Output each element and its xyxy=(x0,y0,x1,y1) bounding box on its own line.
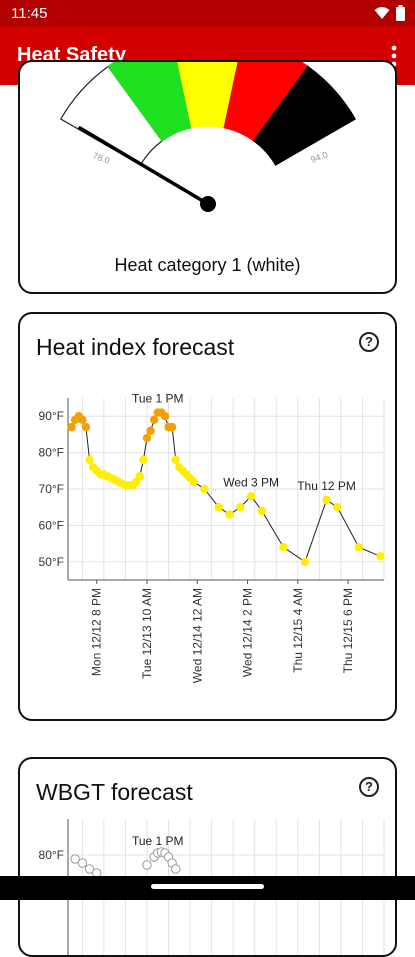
gauge-segment-green xyxy=(107,62,193,142)
point-annotation: Tue 1 PM xyxy=(132,834,184,848)
gauge-segment-yellow xyxy=(177,62,239,129)
point-annotation: Thu 12 PM xyxy=(297,479,356,493)
data-point xyxy=(139,455,148,465)
gauge-hub xyxy=(200,196,216,212)
status-icons xyxy=(374,5,405,21)
data-point xyxy=(78,415,87,425)
data-point xyxy=(171,864,181,874)
data-point xyxy=(160,412,170,421)
y-tick-label: 50°F xyxy=(39,555,64,569)
data-point xyxy=(376,552,385,561)
gauge-needle xyxy=(78,126,210,206)
data-point xyxy=(200,484,209,494)
heat-category-label: Heat category 1 (white) xyxy=(114,255,301,275)
data-point xyxy=(167,422,177,432)
x-tick-label: Thu 12/15 6 PM xyxy=(341,588,355,673)
data-point xyxy=(354,543,364,552)
data-point xyxy=(85,455,94,465)
x-tick-label: Wed 12/14 12 AM xyxy=(190,588,204,683)
wbgt-title: WBGT forecast xyxy=(36,779,193,805)
point-annotation: Tue 1 PM xyxy=(132,392,184,406)
status-time: 11:45 xyxy=(11,5,48,22)
heat-index-card: Heat index forecast ? 90°F 80°F 70°F 60°F 50… xyxy=(18,312,397,721)
data-point xyxy=(84,864,95,874)
data-point xyxy=(189,477,198,486)
heat-gauge: 78.0 94.0 xyxy=(59,62,357,212)
y-tick-label: 70°F xyxy=(39,482,64,496)
help-circle-icon[interactable]: ? xyxy=(359,332,379,352)
y-tick-label: 90°F xyxy=(39,409,64,423)
wbgt-card: WBGT forecast ? 80°F Tue 1 PM xyxy=(18,757,397,957)
gauge-min-label: 78.0 xyxy=(91,150,111,165)
data-point xyxy=(214,503,224,512)
y-tick-label: 80°F xyxy=(39,446,64,460)
data-point xyxy=(257,506,267,516)
wifi-icon xyxy=(374,7,390,19)
data-point xyxy=(236,503,245,512)
data-point xyxy=(77,858,88,868)
x-tick-label: Wed 12/14 2 PM xyxy=(241,588,255,677)
data-point xyxy=(279,543,288,552)
data-point xyxy=(70,854,80,864)
data-point xyxy=(146,426,155,435)
heat-index-title: Heat index forecast xyxy=(36,334,235,360)
y-tick-label: 60°F xyxy=(39,518,64,532)
y-tick-label: 80°F xyxy=(39,848,64,862)
x-tick-label: Tue 12/13 10 AM xyxy=(140,588,154,679)
data-point xyxy=(135,472,145,481)
home-gesture-handle[interactable] xyxy=(151,884,264,889)
help-circle-icon[interactable]: ? xyxy=(359,777,379,797)
gauge-segment-black xyxy=(253,65,357,166)
data-point xyxy=(300,557,310,566)
gauge-max-label: 94.0 xyxy=(309,149,329,164)
data-point xyxy=(171,455,180,465)
status-bar: 11:45 xyxy=(0,0,415,27)
x-tick-label: Mon 12/12 8 PM xyxy=(90,588,104,676)
data-point xyxy=(142,433,152,443)
heat-index-chart: 90°F 80°F 70°F 60°F 50°F Mon 12/12 8 PM Tue 12… xyxy=(39,392,385,683)
data-point xyxy=(333,503,342,512)
heat-category-card: 78.0 94.0 Heat category 1 (white) xyxy=(18,60,397,294)
data-point xyxy=(81,422,91,432)
point-annotation: Wed 3 PM xyxy=(223,475,279,489)
data-point xyxy=(67,422,76,432)
gauge-segments xyxy=(59,62,357,166)
x-tick-label: Thu 12/15 4 AM xyxy=(291,588,305,673)
data-point xyxy=(149,415,159,425)
data-point xyxy=(225,510,234,519)
data-point xyxy=(246,492,256,501)
battery-icon xyxy=(396,5,405,21)
data-point xyxy=(142,860,152,870)
data-point xyxy=(322,495,331,505)
navigation-bar xyxy=(0,876,415,900)
